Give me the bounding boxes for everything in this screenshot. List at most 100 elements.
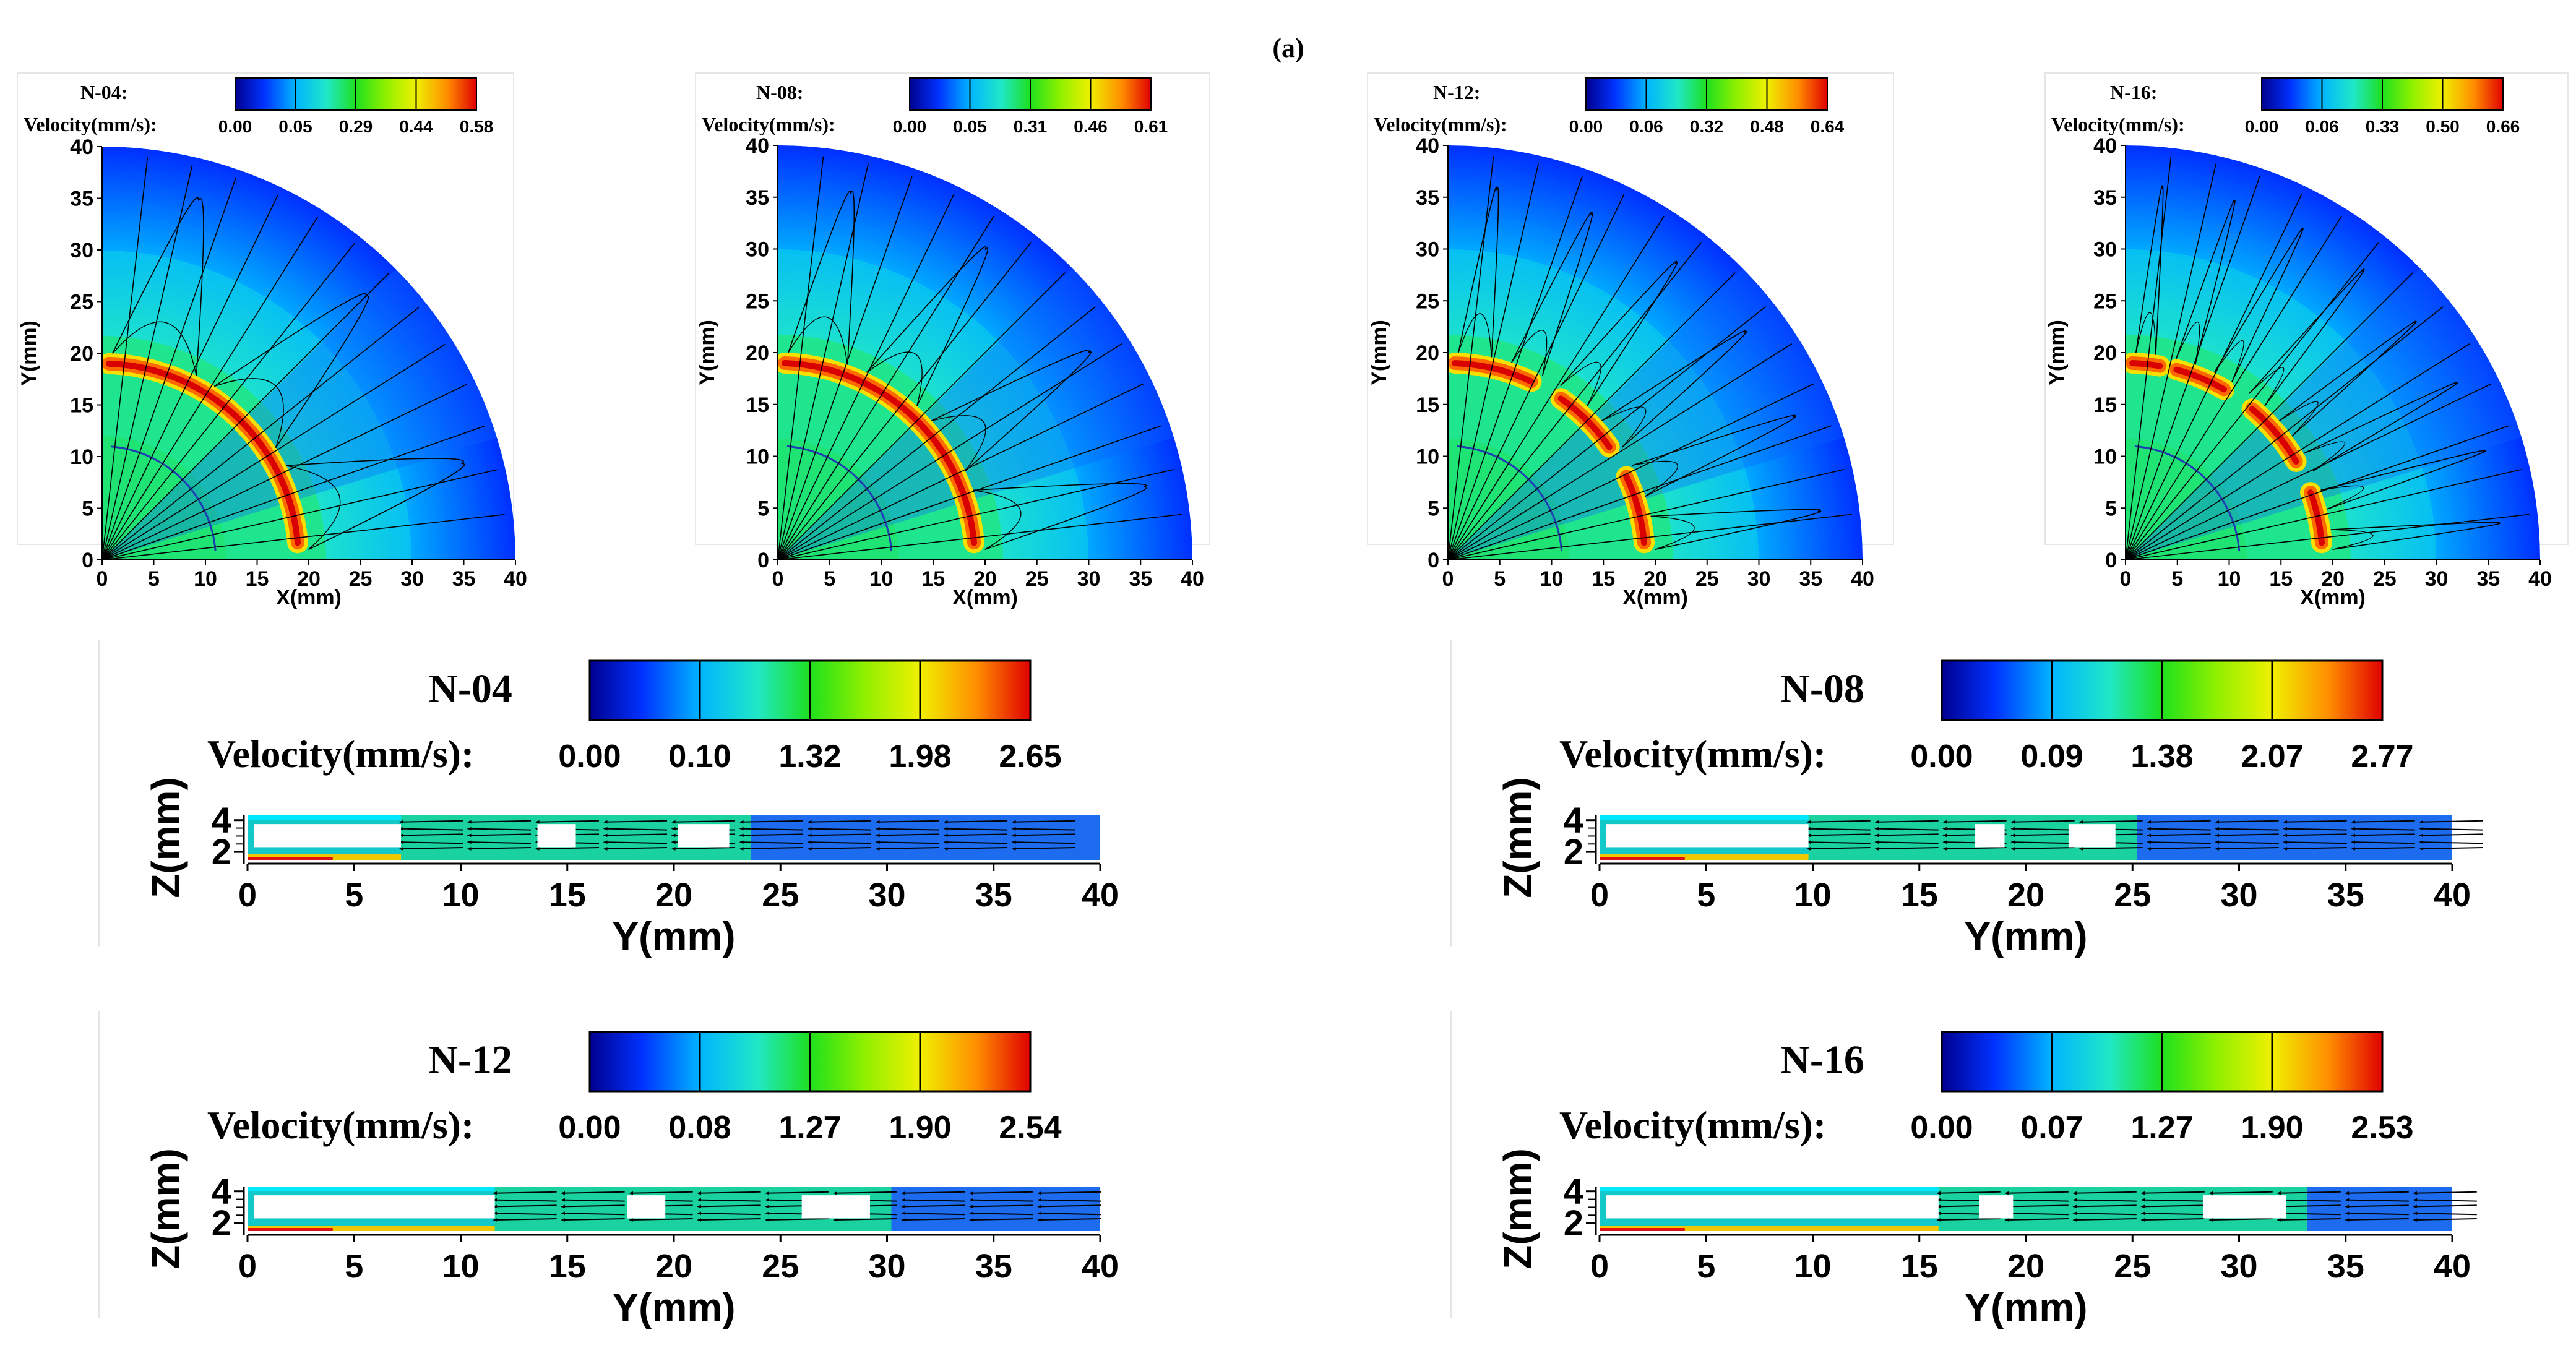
streamline-radial bbox=[778, 194, 955, 560]
streamline bbox=[943, 847, 1008, 851]
electrode-gap bbox=[537, 824, 576, 848]
x-axis-label: Y(mm) bbox=[1964, 1285, 2087, 1329]
streamline-loop bbox=[2330, 529, 2374, 550]
streamline bbox=[1037, 1204, 1101, 1209]
streamline-radial bbox=[102, 243, 355, 560]
panel-case-title: N-08: bbox=[756, 81, 803, 103]
streamline bbox=[943, 826, 1008, 831]
colorbar-tick-label: 0.06 bbox=[1629, 117, 1663, 136]
streamline-radial bbox=[102, 157, 149, 560]
streamline bbox=[875, 820, 940, 824]
streamline bbox=[2004, 1218, 2069, 1222]
streamline bbox=[2283, 820, 2347, 824]
x-tick-label: 0 bbox=[772, 567, 784, 591]
x-tick-label: 20 bbox=[655, 1248, 692, 1285]
x-tick-label: 35 bbox=[452, 567, 476, 591]
streamline-radial bbox=[2126, 272, 2413, 560]
streamline bbox=[398, 833, 463, 838]
electrode-gap bbox=[2068, 824, 2116, 848]
streamline-radial bbox=[1448, 215, 1665, 560]
streamline-radial bbox=[102, 177, 236, 560]
field-area bbox=[102, 147, 515, 560]
x-tick-label: 5 bbox=[2171, 567, 2183, 591]
streamline-radial bbox=[1448, 156, 1494, 560]
streamline bbox=[467, 840, 532, 844]
streamline bbox=[807, 826, 872, 831]
streamline-radial bbox=[102, 273, 389, 560]
streamline-loop bbox=[214, 378, 284, 448]
streamline bbox=[467, 826, 532, 831]
streamline bbox=[969, 1191, 1033, 1195]
streamline bbox=[2283, 847, 2347, 851]
streamline-loop bbox=[2135, 312, 2156, 355]
streamline bbox=[1942, 847, 2007, 851]
streamline bbox=[2147, 820, 2211, 824]
streamline bbox=[1011, 820, 1076, 824]
x-tick-label: 25 bbox=[2373, 567, 2397, 591]
streamline bbox=[2419, 833, 2483, 838]
x-tick-label: 25 bbox=[2114, 877, 2151, 914]
streamline-loop bbox=[2176, 321, 2200, 365]
streamline bbox=[697, 1198, 761, 1202]
electrode-core bbox=[2129, 359, 2163, 369]
streamline bbox=[2345, 1191, 2409, 1195]
x-tick-label: 5 bbox=[1697, 877, 1715, 914]
x-tick-label: 30 bbox=[400, 567, 424, 591]
x-tick-label: 35 bbox=[1799, 567, 1822, 591]
streamline bbox=[2010, 820, 2075, 824]
y-tick-label: 4 bbox=[1564, 1172, 1583, 1212]
panel-case-title: N-04: bbox=[80, 81, 127, 103]
streamline bbox=[2010, 840, 2075, 844]
x-tick-label: 10 bbox=[2218, 567, 2241, 591]
x-tick-label: 10 bbox=[1794, 877, 1831, 914]
streamline-radial bbox=[102, 384, 468, 560]
colorbar-tick-label: 0.00 bbox=[558, 739, 621, 775]
y-tick-label: 30 bbox=[70, 239, 93, 262]
streamline-radial bbox=[2126, 469, 2522, 560]
streamline bbox=[833, 1191, 897, 1195]
colorbar-tick-label: 2.53 bbox=[2351, 1110, 2413, 1146]
streamline bbox=[2351, 820, 2415, 824]
colorbar-tick-label: 1.90 bbox=[2241, 1110, 2303, 1146]
x-tick-label: 10 bbox=[442, 1248, 479, 1285]
streamline bbox=[2413, 1191, 2477, 1195]
y-tick-label: 25 bbox=[70, 291, 93, 314]
streamline-loop bbox=[2330, 522, 2501, 551]
streamline-radial bbox=[778, 513, 1182, 560]
x-axis-label: X(mm) bbox=[1622, 586, 1688, 609]
colorbar-tick-label: 1.27 bbox=[2130, 1110, 2193, 1146]
streamline-radial bbox=[2126, 383, 2492, 560]
streamline-loop bbox=[286, 458, 465, 551]
streamline bbox=[2345, 1198, 2409, 1202]
electrode-core bbox=[1623, 473, 1648, 546]
colorbar-tick-label: 0.50 bbox=[2426, 117, 2460, 136]
x-axis-label: X(mm) bbox=[2300, 586, 2366, 609]
x-tick-label: 0 bbox=[238, 1248, 257, 1285]
streamline bbox=[901, 1191, 965, 1195]
colorbar-tick-label: 0.58 bbox=[460, 117, 494, 136]
streamline-radial bbox=[1448, 306, 1766, 560]
colorbar-tick-label: 2.65 bbox=[999, 739, 1061, 775]
colorbar-tick-label: 0.44 bbox=[399, 117, 433, 136]
streamline-loop bbox=[1560, 361, 1601, 406]
streamline bbox=[875, 826, 940, 831]
electrode-gap bbox=[627, 1195, 666, 1219]
electrode-gap bbox=[2202, 1195, 2286, 1219]
field-edge-hot bbox=[1600, 1228, 1685, 1231]
quarter-plot-1: 0 5 10 15 20 25 30 35 40 0 5 10 15 20 25 30 35 40 X(mm) Y(m… bbox=[17, 72, 527, 609]
colorbar-tick-label: 1.27 bbox=[778, 1110, 841, 1146]
streamline bbox=[1037, 1211, 1101, 1216]
colorbar-tick-label: 0.00 bbox=[558, 1110, 621, 1146]
low-velocity-zone bbox=[1448, 268, 1845, 560]
y-tick-label: 35 bbox=[2093, 186, 2117, 210]
streamline-loop bbox=[111, 197, 204, 376]
y-tick-label: 5 bbox=[757, 497, 769, 520]
colorbar-tick-label: 2.07 bbox=[2241, 739, 2303, 775]
streamline-loop bbox=[788, 316, 848, 365]
section-plot-3: N-12 Velocity(mm/s): 0.00 0.08 1.27 1.90 2.54 0… bbox=[98, 1011, 1119, 1329]
streamline bbox=[467, 847, 532, 851]
streamline bbox=[2004, 1204, 2069, 1209]
streamline-radial bbox=[778, 156, 824, 560]
y-tick-label: 35 bbox=[746, 186, 769, 210]
streamline-loop bbox=[2320, 485, 2364, 510]
